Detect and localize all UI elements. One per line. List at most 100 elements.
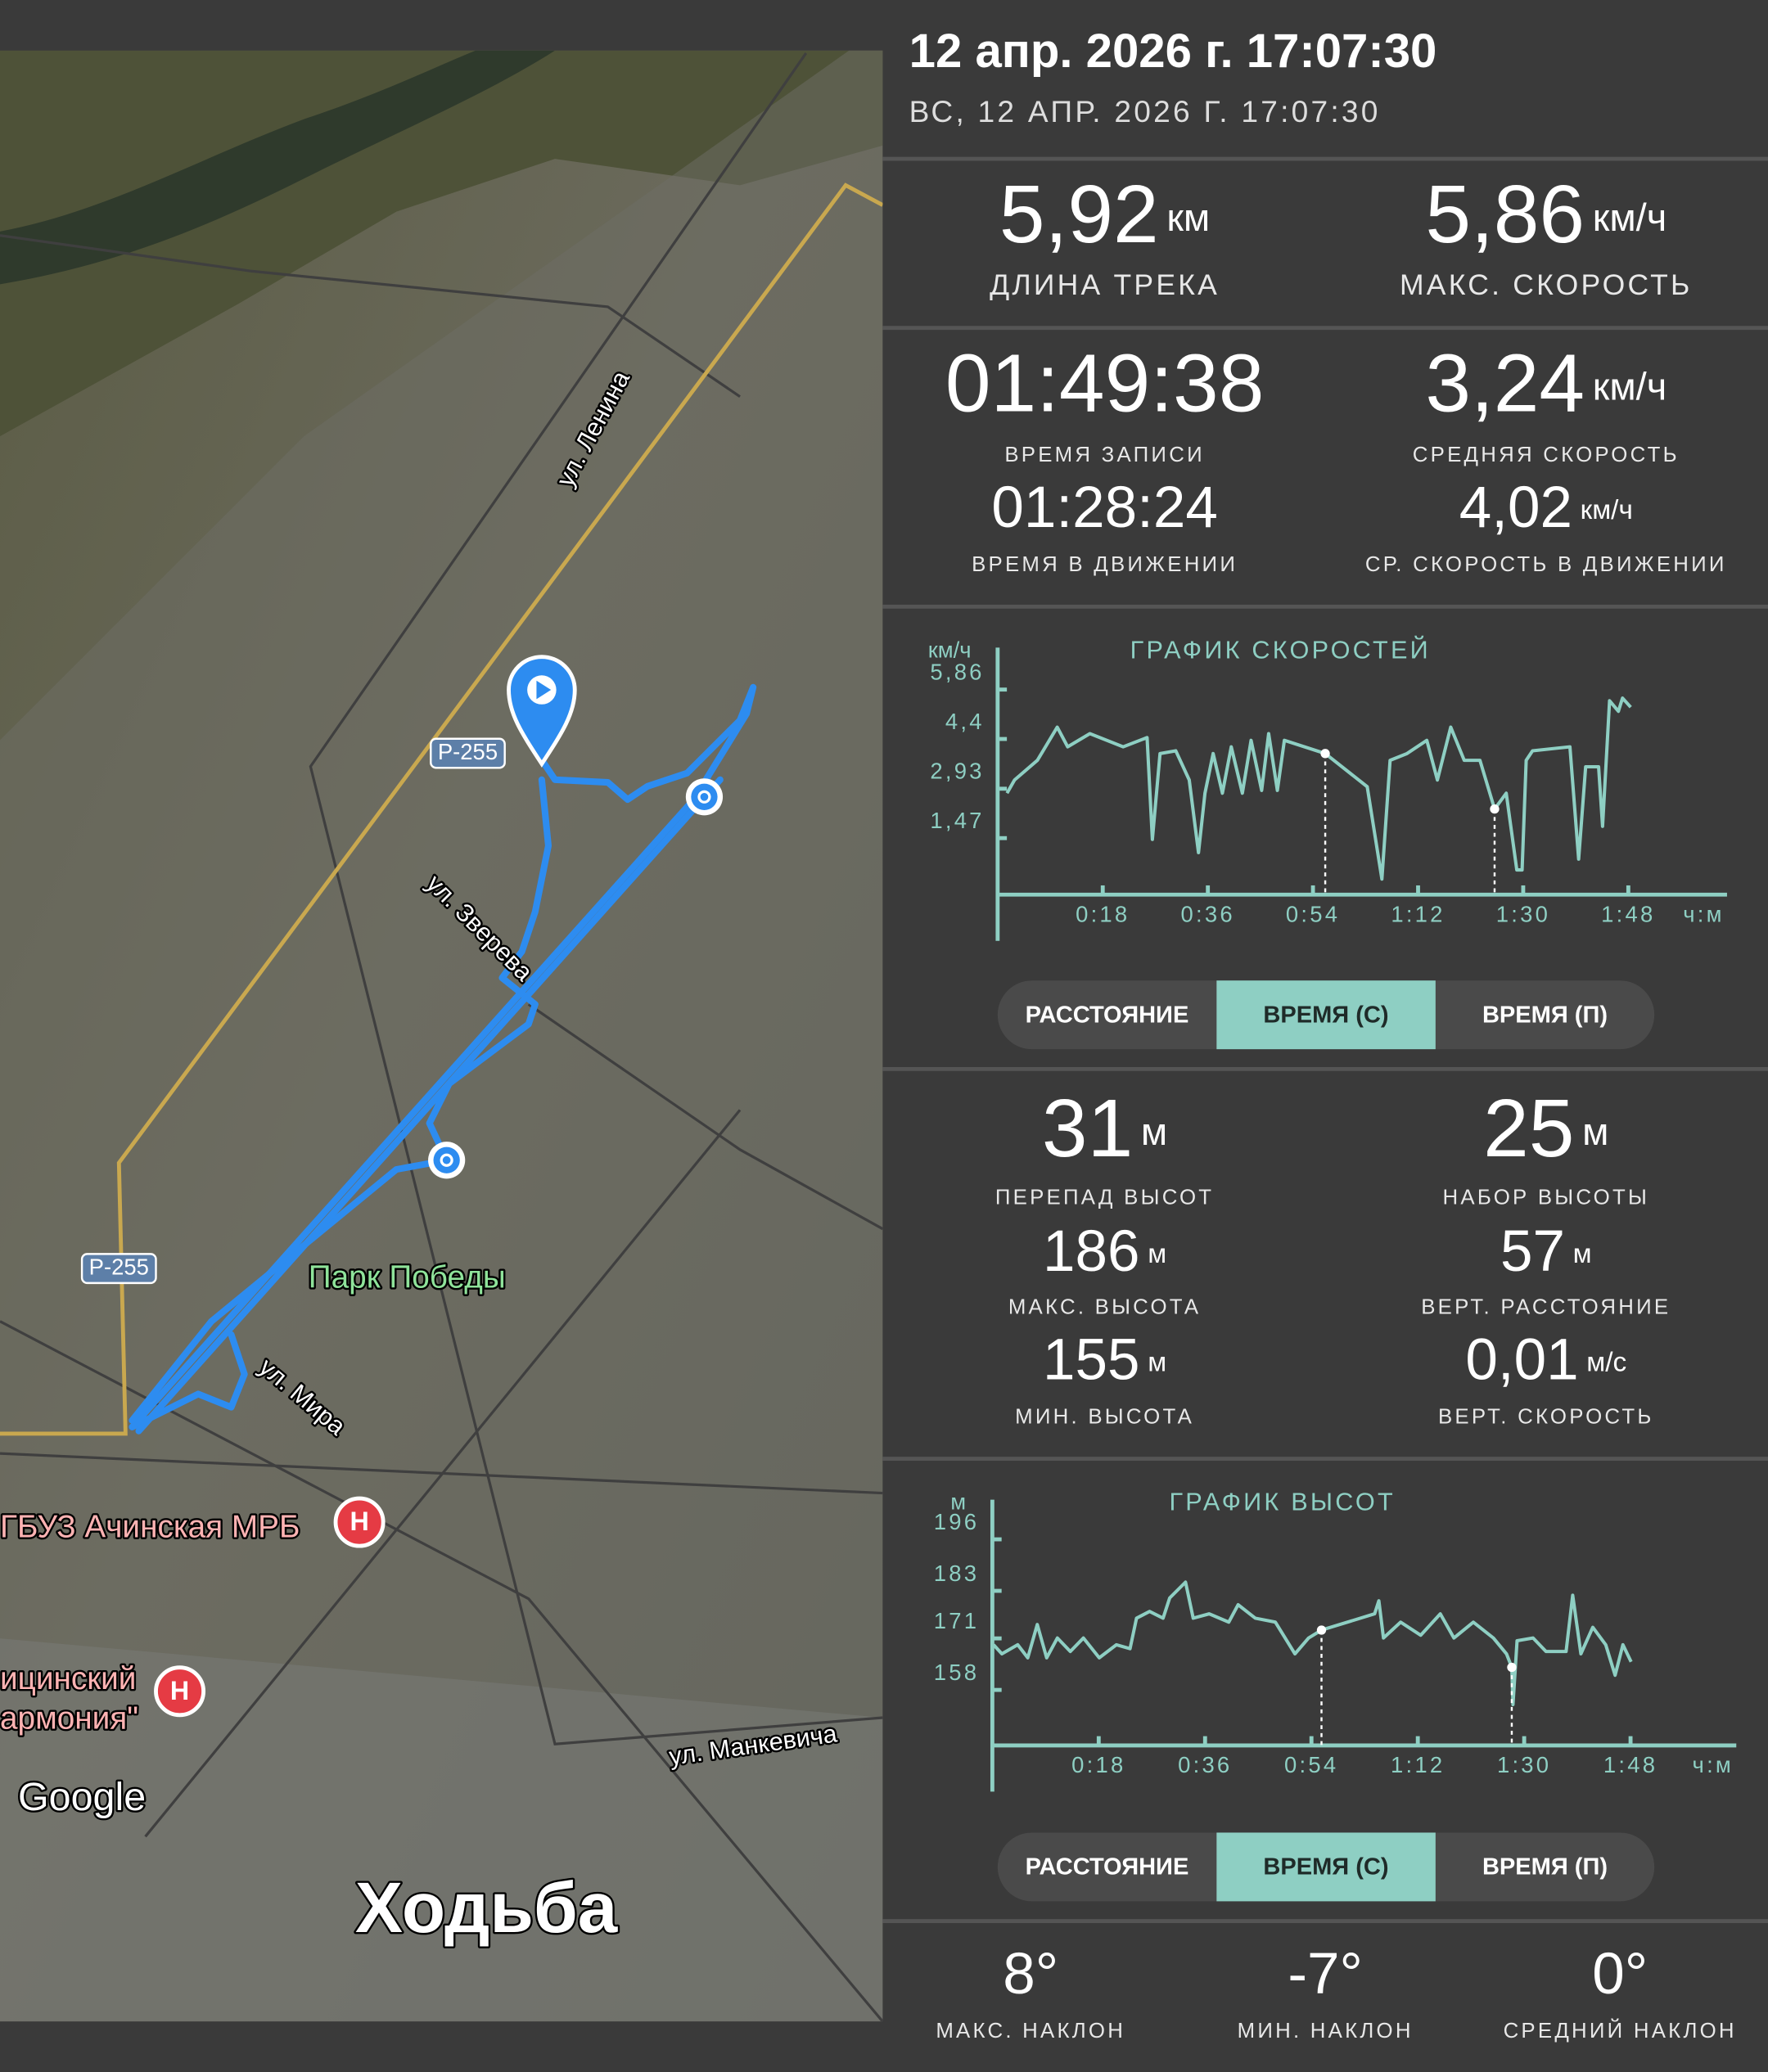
stat-unit: км/ч bbox=[1593, 365, 1667, 408]
highlight-point bbox=[1490, 804, 1500, 814]
map-label: ицинский bbox=[0, 1661, 136, 1696]
stat-value: 25 bbox=[1483, 1083, 1574, 1175]
stat-label: СРЕДНИЙ НАКЛОН bbox=[1504, 2018, 1737, 2043]
start-pin bbox=[507, 655, 577, 768]
x-tick-label: 1:48 bbox=[1601, 901, 1655, 926]
stat-value: 3,24 bbox=[1425, 338, 1585, 430]
stat-value: 31 bbox=[1042, 1083, 1133, 1175]
stat-unit: км bbox=[1166, 196, 1210, 239]
river bbox=[0, 50, 556, 285]
x-axis-label: ч:м bbox=[1683, 901, 1724, 926]
hospital-icon: H bbox=[350, 1507, 368, 1536]
toggle-option[interactable]: РАССТОЯНИЕ bbox=[1026, 1854, 1189, 1881]
stat-label: МАКС. НАКЛОН bbox=[936, 2020, 1125, 2043]
stat-label: МАКС. ВЫСОТА bbox=[1008, 1295, 1202, 1318]
hospital-marker bbox=[154, 1665, 206, 1718]
y-tick-label: 2,93 bbox=[930, 759, 984, 784]
stat: 5,86 км/ч bbox=[1425, 169, 1667, 260]
stat-label: МАКС. СКОРОСТЬ bbox=[1400, 268, 1693, 301]
route-badge bbox=[430, 737, 506, 769]
activity: Ходьба bbox=[355, 1868, 619, 1948]
stat: 0,01 м/с bbox=[1465, 1327, 1626, 1392]
stat: 3,24 км/ч bbox=[1425, 338, 1667, 430]
stat-value: 155 bbox=[1043, 1327, 1140, 1392]
separator bbox=[882, 1919, 1768, 1924]
x-tick-label: 1:30 bbox=[1496, 901, 1550, 926]
stat-value: 5,92 bbox=[999, 169, 1159, 260]
separator bbox=[882, 1066, 1768, 1071]
stat: 25 м bbox=[1483, 1083, 1608, 1175]
toggle-selected[interactable] bbox=[1216, 1832, 1436, 1902]
stat-label: ВЕРТ. РАССТОЯНИЕ bbox=[1421, 1295, 1671, 1318]
stat-value: -7° bbox=[1288, 1942, 1363, 2007]
toggle-option[interactable]: ВРЕМЯ (С) bbox=[1263, 1854, 1388, 1881]
stat-unit: м/с bbox=[1586, 1347, 1626, 1377]
x-tick-label: 0:18 bbox=[1076, 901, 1130, 926]
x-tick-label: 1:12 bbox=[1391, 1752, 1445, 1777]
slope: 8° bbox=[1003, 1942, 1058, 2007]
toggle-option[interactable]: ВРЕМЯ (П) bbox=[1482, 1002, 1608, 1028]
stat-unit: км/ч bbox=[1593, 196, 1667, 239]
stat-unit: м bbox=[1573, 1239, 1592, 1269]
stat-value: 01:28:24 bbox=[991, 475, 1217, 540]
highlight-point bbox=[1316, 1625, 1327, 1635]
stat-label: ПЕРЕПАД ВЫСОТ bbox=[995, 1186, 1214, 1209]
y-tick-label: 1,47 bbox=[930, 808, 984, 833]
slope: -7° bbox=[1288, 1942, 1363, 2007]
chart-title: ГРАФИК ВЫСОТ bbox=[1169, 1489, 1396, 1516]
stat-unit: м bbox=[1141, 1110, 1167, 1153]
x-tick-label: 1:30 bbox=[1497, 1752, 1551, 1777]
highway bbox=[0, 182, 883, 1436]
stat-value: 186 bbox=[1043, 1219, 1140, 1284]
stat-label: МИН. ВЫСОТА bbox=[1015, 1405, 1194, 1428]
stat: 5,92 км bbox=[999, 169, 1210, 260]
x-axis-label: ч:м bbox=[1693, 1752, 1734, 1777]
toggle-option[interactable]: ВРЕМЯ (П) bbox=[1482, 1854, 1608, 1881]
terrain bbox=[0, 50, 883, 437]
y-tick-label: 171 bbox=[934, 1608, 979, 1633]
city bbox=[0, 50, 883, 2022]
data-line bbox=[992, 1580, 1633, 1707]
stat-value: 0° bbox=[1592, 1942, 1648, 2007]
subtitle: ВС, 12 АПР. 2026 Г. 17:07:30 bbox=[909, 94, 1381, 128]
separator bbox=[882, 1457, 1768, 1462]
y-tick-label: 183 bbox=[934, 1561, 979, 1586]
stat-unit: м bbox=[1148, 1347, 1166, 1377]
separator bbox=[882, 604, 1768, 609]
waypoint bbox=[685, 778, 724, 816]
chart-title: ГРАФИК СКОРОСТЕЙ bbox=[1130, 634, 1431, 664]
toggle-option[interactable]: РАССТОЯНИЕ bbox=[1026, 1002, 1189, 1028]
title: 12 апр. 2026 г. 17:07:30 bbox=[909, 25, 1437, 78]
slope: 0° bbox=[1592, 1942, 1648, 2007]
x-tick-label: 0:54 bbox=[1286, 901, 1340, 926]
hospital-marker bbox=[333, 1496, 386, 1548]
map-label: Парк Победы bbox=[309, 1259, 506, 1295]
stat-label: СР. СКОРОСТЬ В ДВИЖЕНИИ bbox=[1365, 553, 1727, 576]
stat-label: МИН. НАКЛОН bbox=[1238, 2020, 1414, 2043]
stat-label: ДЛИНА ТРЕКА bbox=[990, 268, 1220, 301]
stat-unit: км/ч bbox=[1581, 495, 1633, 525]
toggle-option[interactable]: ВРЕМЯ (С) bbox=[1263, 1002, 1388, 1028]
map-label: Р-255 bbox=[438, 739, 498, 764]
toggle-selected[interactable] bbox=[1216, 980, 1436, 1050]
y-tick-label: 158 bbox=[934, 1660, 979, 1685]
stat-label: ВРЕМЯ В ДВИЖЕНИИ bbox=[972, 553, 1238, 576]
separator bbox=[882, 156, 1768, 161]
stat: 155 м bbox=[1043, 1327, 1166, 1392]
x-tick-label: 1:48 bbox=[1603, 1752, 1658, 1777]
stat-value: 01:49:38 bbox=[945, 338, 1265, 430]
hospital-icon: H bbox=[170, 1676, 189, 1705]
stat: 4,02 км/ч bbox=[1459, 475, 1633, 540]
stat-label: НАБОР ВЫСОТЫ bbox=[1443, 1186, 1650, 1209]
highlight-point bbox=[1320, 749, 1330, 759]
stat: 57 м bbox=[1500, 1219, 1592, 1284]
attribution: Google bbox=[18, 1775, 146, 1819]
stat-label: ВЕРТ. СКОРОСТЬ bbox=[1438, 1405, 1654, 1428]
stat-label: ВРЕМЯ ЗАПИСИ bbox=[1004, 444, 1205, 466]
stat-unit: м bbox=[1582, 1110, 1608, 1153]
stat: 01:28:24 bbox=[991, 475, 1217, 540]
x-tick-label: 0:36 bbox=[1178, 1752, 1232, 1777]
data-line bbox=[1005, 696, 1632, 881]
